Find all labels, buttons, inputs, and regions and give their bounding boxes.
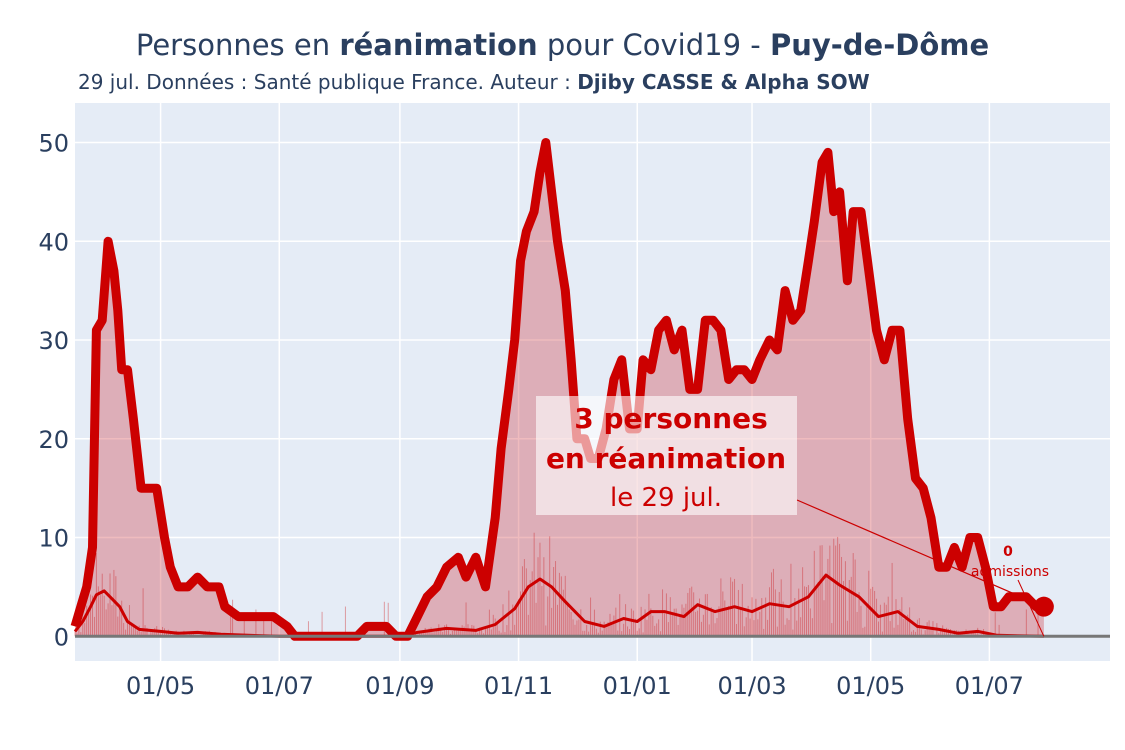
- subtitle-text: 29 jul. Données : Santé publique France.…: [78, 70, 578, 94]
- title-part-3: pour Covid19 -: [537, 28, 770, 62]
- title-part-2: réanimation: [339, 28, 538, 62]
- y-tick-label: 30: [38, 327, 69, 355]
- y-tick-label: 20: [38, 426, 69, 454]
- annotation-line-2: en réanimation: [546, 442, 786, 475]
- x-tick-label: 01/07: [955, 672, 1024, 700]
- x-tick-label: 01/03: [717, 672, 786, 700]
- x-tick-label: 01/07: [245, 672, 314, 700]
- annotation-line-3: le 29 jul.: [610, 483, 722, 513]
- reanimation-area: [75, 142, 1044, 637]
- annotation-connector: [796, 499, 1045, 608]
- annotation-box: [536, 396, 797, 515]
- admissions-value: 0: [1003, 544, 1013, 560]
- title-part-1: Personnes en: [135, 28, 340, 62]
- x-tick-label: 01/05: [126, 672, 195, 700]
- chart-title: Personnes en réanimation pour Covid19 - …: [0, 28, 1125, 62]
- annotation-line-1: 3 personnes: [574, 402, 768, 435]
- chart-subtitle: 29 jul. Données : Santé publique France.…: [78, 70, 870, 94]
- admissions-label: admissions: [971, 564, 1049, 580]
- title-part-4: Puy-de-Dôme: [769, 28, 990, 62]
- x-tick-label: 01/05: [836, 672, 905, 700]
- x-tick-label: 01/01: [603, 672, 672, 700]
- subtitle-author: Djiby CASSE & Alpha SOW: [577, 70, 870, 94]
- admissions-connector: [1017, 579, 1045, 637]
- y-tick-label: 0: [54, 623, 69, 651]
- y-axis-ticks: 0 10 20 30 40 50: [38, 130, 69, 652]
- x-tick-label: 01/09: [365, 672, 434, 700]
- x-tick-label: 01/11: [484, 672, 553, 700]
- y-tick-label: 50: [38, 130, 69, 158]
- y-tick-label: 40: [38, 228, 69, 256]
- x-axis-ticks: 01/05 01/07 01/09 01/11 01/01 01/03 01/05 01/07: [126, 672, 1024, 700]
- admissions-average-line: [73, 573, 1044, 638]
- y-tick-label: 10: [38, 525, 69, 553]
- last-point-marker: [1033, 596, 1054, 617]
